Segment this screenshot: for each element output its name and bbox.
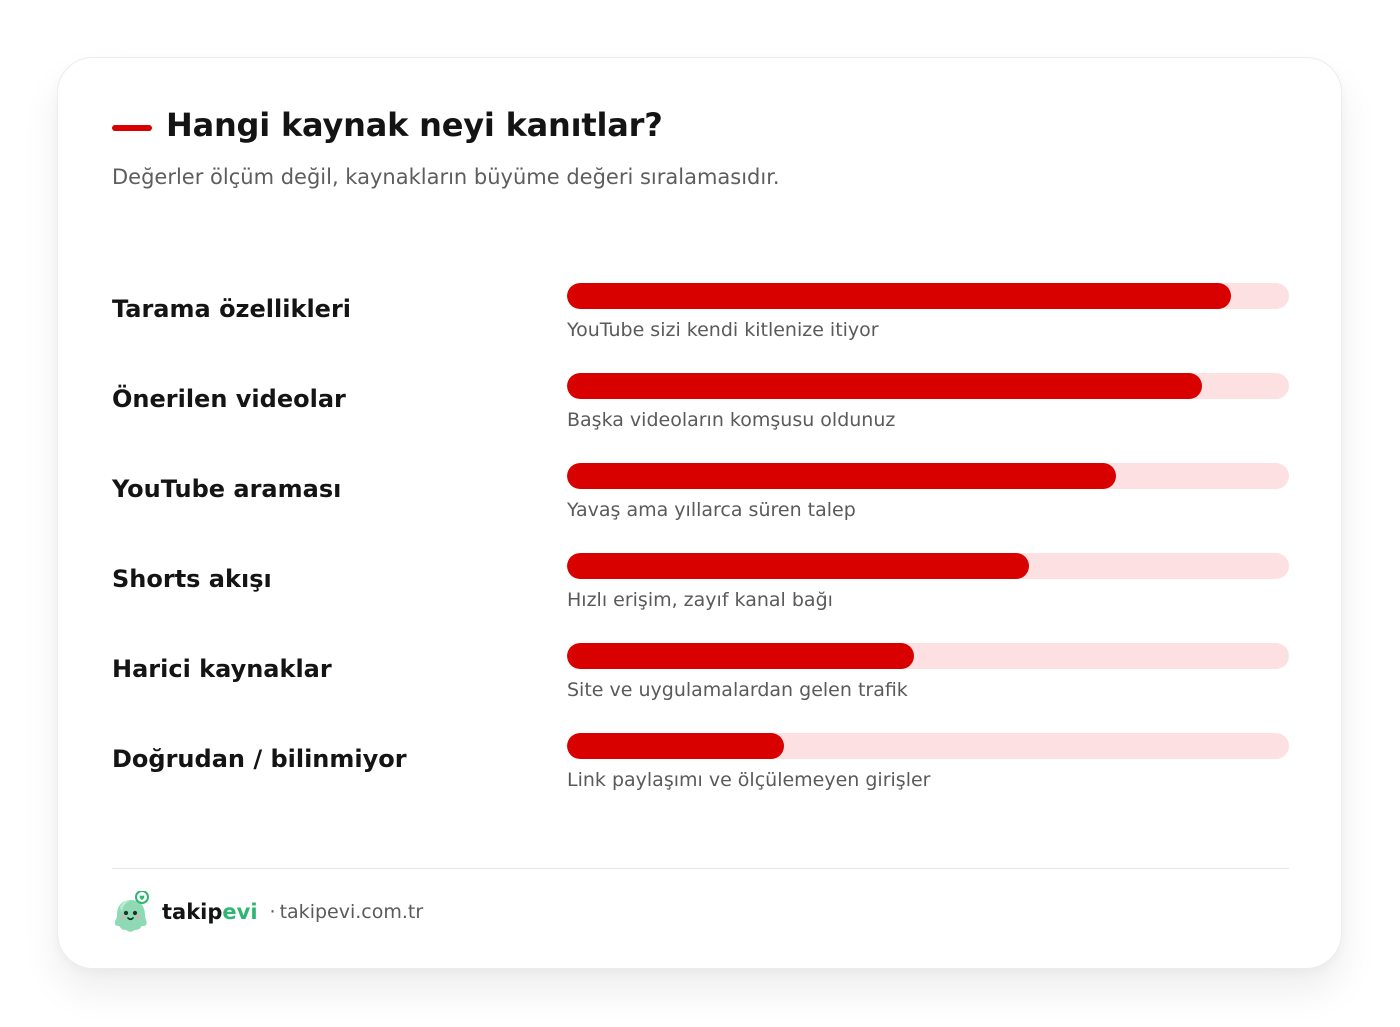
bar-track [567,643,1289,669]
bar-row: YouTube araması Yavaş ama yıllarca süren … [58,463,1341,543]
bar-fill [567,283,1232,309]
bar-track [567,553,1289,579]
bar-row: Shorts akışı Hızlı erişim, zayıf kanal ba… [58,553,1341,633]
bar-category-label: Önerilen videolar [112,385,346,413]
bar-row: Önerilen videolar Başka videoların komşus… [58,373,1341,453]
brand-name-accent: evi [222,900,258,924]
chart-subtitle: Değerler ölçüm değil, kaynakların büyüme… [112,165,780,189]
bar-category-label: Tarama özellikleri [112,295,352,323]
bar-category-label: YouTube araması [112,475,342,503]
bar-fill [567,463,1116,489]
bar-fill [567,733,784,759]
bar-annotation: Site ve uygulamalardan gelen trafik [567,679,908,701]
footer: takipevi · takipevi.com.tr [112,890,423,934]
bar-annotation: Link paylaşımı ve ölçülemeyen girişler [567,769,931,791]
brand-name: takipevi [162,900,258,924]
bar-category-label: Shorts akışı [112,565,272,593]
bar-fill [567,373,1203,399]
footer-site-url: takipevi.com.tr [279,901,424,923]
chart-card: Hangi kaynak neyi kanıtlar? Değerler ölç… [57,57,1342,969]
bar-category-label: Harici kaynaklar [112,655,332,683]
bar-track [567,463,1289,489]
bar-track [567,283,1289,309]
bar-track [567,373,1289,399]
footer-separator: · [269,901,276,923]
bar-row: Harici kaynaklar Site ve uygulamalardan g… [58,643,1341,723]
bar-category-label: Doğrudan / bilinmiyor [112,745,407,773]
bar-row: Doğrudan / bilinmiyor Link paylaşımı ve ö… [58,733,1341,813]
bar-fill [567,643,914,669]
brand-name-primary: takip [162,900,223,924]
bar-annotation: Hızlı erişim, zayıf kanal bağı [567,589,833,611]
bar-annotation: Başka videoların komşusu oldunuz [567,409,896,431]
bar-annotation: YouTube sizi kendi kitlenize itiyor [567,319,879,341]
bar-track [567,733,1289,759]
chart-title: Hangi kaynak neyi kanıtlar? [166,106,663,144]
bar-row: Tarama özellikleri YouTube sizi kendi kit… [58,283,1341,363]
bar-annotation: Yavaş ama yıllarca süren talep [567,499,856,521]
title-accent-bar [112,125,152,131]
mascot-logo-icon [114,891,149,932]
bar-fill [567,553,1030,579]
footer-divider [112,868,1289,869]
